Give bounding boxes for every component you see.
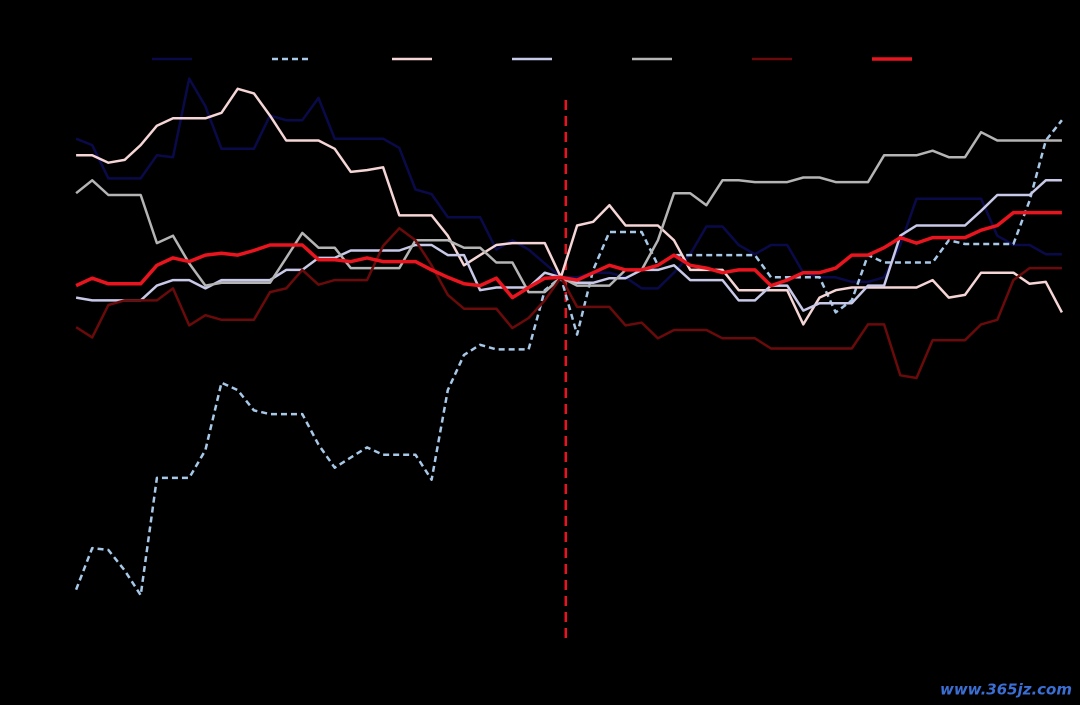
series-line xyxy=(75,210,1062,300)
watermark: www.365jz.com xyxy=(940,681,1072,699)
series-line xyxy=(75,130,1062,294)
series-line xyxy=(75,227,1062,380)
series-line xyxy=(74,119,1063,597)
series-line xyxy=(76,87,1064,326)
